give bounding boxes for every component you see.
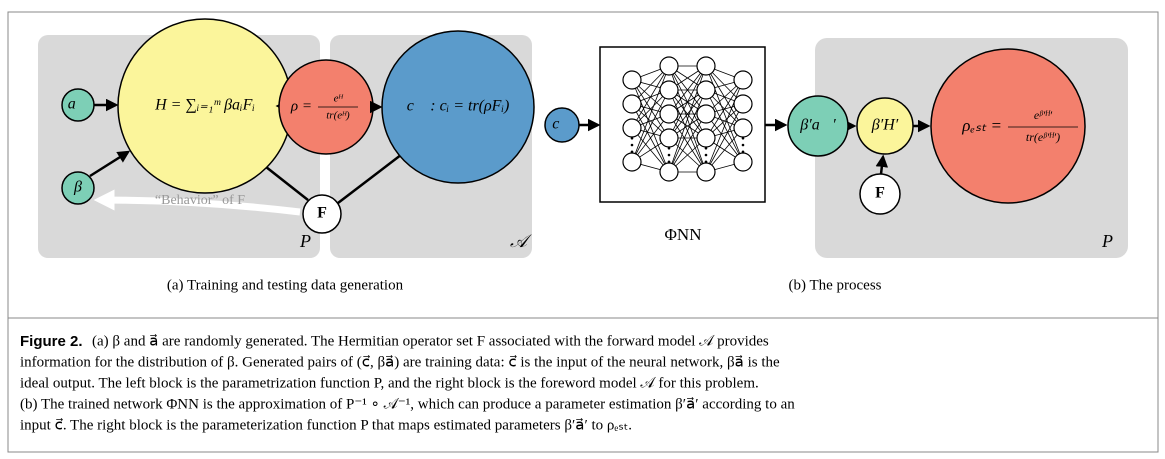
block-label: P	[1101, 231, 1113, 251]
block-label: P	[299, 231, 311, 251]
network-edge	[668, 65, 707, 115]
caption-line: ideal output. The left block is the para…	[20, 375, 759, 391]
network-node	[696, 162, 716, 182]
network-node	[622, 94, 642, 114]
network-node	[659, 56, 679, 76]
node-beta	[61, 171, 95, 205]
node-beta-h	[856, 97, 914, 155]
caption-line: (a) β and a⃗ are randomly generated. The…	[92, 333, 769, 349]
node-a	[61, 88, 95, 122]
network-node	[733, 118, 753, 138]
panel-caption: (a) Training and testing data generation	[167, 277, 404, 293]
network-node	[622, 152, 642, 172]
network-node	[659, 104, 679, 124]
network-edge	[668, 65, 707, 139]
network-ellipsis	[704, 160, 708, 164]
network-ellipsis	[704, 153, 708, 157]
network-node	[733, 94, 753, 114]
caption-line: (b) The trained network ΦNN is the appro…	[20, 396, 795, 412]
network-node	[622, 70, 642, 90]
network-node	[733, 152, 753, 172]
network-node	[659, 80, 679, 100]
fraction-num: eᴴ	[334, 93, 344, 105]
network-label: ΦNN	[665, 225, 702, 244]
network-node	[659, 128, 679, 148]
network-edge	[705, 65, 744, 163]
fraction-den: tr(eᴴ)	[326, 110, 350, 122]
network-edge	[705, 79, 744, 173]
node-label: F	[317, 205, 327, 222]
network-edge	[631, 65, 670, 163]
network-icon	[622, 56, 753, 182]
network-node	[696, 104, 716, 124]
network-node	[733, 70, 753, 90]
network-ellipsis	[630, 136, 634, 140]
arrows	[579, 118, 931, 175]
network-ellipsis	[704, 146, 708, 150]
node-label: β′a⃗′	[799, 117, 836, 134]
node-rho-est	[930, 48, 1086, 204]
block-label: 𝒜	[510, 231, 532, 251]
network-ellipsis	[667, 160, 671, 164]
node-label: F	[875, 185, 885, 202]
node-label: β′H′	[871, 117, 899, 134]
node-label: β	[73, 179, 82, 196]
node-label: c⃗	[552, 116, 572, 133]
arrow-label: “Behavior” of F	[155, 193, 245, 208]
panel-caption: (b) The process	[788, 277, 881, 293]
fraction-den: tr(eᵝ′ᴴ′)	[1026, 130, 1060, 144]
network-ellipsis	[667, 146, 671, 150]
caption-line: input c⃗. The right block is the paramet…	[20, 417, 632, 433]
caption-label: Figure 2.	[20, 333, 83, 350]
network-edge	[668, 89, 707, 173]
network-edge	[705, 79, 744, 139]
network-edge	[631, 89, 670, 163]
node-label: ρₑₛₜ =	[961, 116, 1002, 135]
network-edge	[705, 103, 744, 173]
node-beta-a	[787, 95, 849, 157]
fraction-num: eᵝ′ᴴ′	[1034, 108, 1053, 122]
network-node	[696, 80, 716, 100]
frame	[7, 11, 1159, 453]
network-edge	[631, 113, 670, 163]
node-label: H = ∑ᵢ₌₁ᵐ βaᵢFᵢ	[154, 97, 255, 114]
behavior-arrow	[93, 189, 301, 216]
network-ellipsis	[741, 150, 745, 154]
node-label: c⃗ : cᵢ = tr(ρFᵢ)	[407, 98, 510, 115]
caption: (a) β and a⃗ are randomly generated. The…	[20, 333, 795, 433]
node-operators	[859, 173, 901, 215]
network-ellipsis	[630, 150, 634, 154]
network-node	[696, 56, 716, 76]
network-ellipsis	[741, 143, 745, 147]
node-c	[381, 30, 535, 184]
network-edge	[668, 89, 707, 139]
network-edge	[668, 113, 707, 173]
network-ellipsis	[667, 153, 671, 157]
network-node	[696, 128, 716, 148]
node-label: a⃗	[68, 96, 88, 113]
network-ellipsis	[630, 143, 634, 147]
node-c	[544, 107, 580, 143]
network-edge	[631, 65, 670, 129]
node-operators	[302, 194, 342, 234]
network-ellipsis	[741, 136, 745, 140]
node-label: ρ =	[290, 98, 312, 114]
network-node	[659, 162, 679, 182]
caption-line: information for the distribution of β. G…	[20, 354, 780, 370]
network-node	[622, 118, 642, 138]
